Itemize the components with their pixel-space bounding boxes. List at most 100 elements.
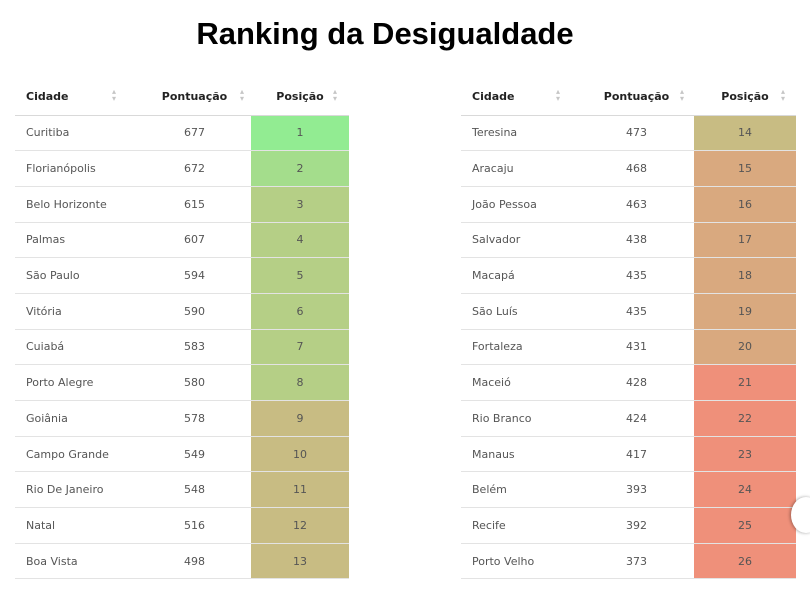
city-cell: Aracaju — [461, 150, 579, 187]
column-header-label: Pontuação — [161, 89, 228, 103]
table-row: Palmas 607 4 — [15, 222, 349, 259]
position-cell: 20 — [694, 329, 796, 366]
position-cell: 11 — [251, 471, 349, 509]
table-row: São Paulo 594 5 — [15, 257, 349, 294]
score-cell: 516 — [138, 507, 251, 544]
column-header-pontuacao[interactable]: Pontuação ▴ ▾ — [138, 78, 251, 116]
score-cell: 435 — [579, 257, 694, 294]
city-cell: São Luís — [461, 293, 579, 330]
city-cell: Campo Grande — [15, 436, 138, 473]
score-cell: 373 — [579, 543, 694, 580]
table-row: Macapá 435 18 — [461, 257, 796, 294]
score-cell: 468 — [579, 150, 694, 187]
score-cell: 424 — [579, 400, 694, 437]
score-cell: 549 — [138, 436, 251, 473]
score-cell: 607 — [138, 222, 251, 259]
city-cell: Palmas — [15, 222, 138, 259]
city-cell: São Paulo — [15, 257, 138, 294]
column-header-label: Posição — [276, 89, 324, 103]
table-body: Curitiba 677 1 Florianópolis 672 2 Belo Horizo… — [15, 115, 349, 580]
column-header-cidade[interactable]: Cidade ▴ ▾ — [15, 78, 138, 116]
score-cell: 590 — [138, 293, 251, 330]
position-cell: 25 — [694, 507, 796, 544]
score-cell: 417 — [579, 436, 694, 473]
city-cell: Rio Branco — [461, 400, 579, 437]
score-cell: 672 — [138, 150, 251, 187]
column-header-pontuacao[interactable]: Pontuação ▴ ▾ — [579, 78, 694, 116]
position-cell: 21 — [694, 364, 796, 401]
position-cell: 17 — [694, 222, 796, 259]
column-header-label: Cidade — [472, 89, 515, 103]
position-cell: 24 — [694, 471, 796, 509]
column-header-posicao[interactable]: Posição ▴ ▾ — [251, 78, 349, 116]
position-cell: 8 — [251, 364, 349, 401]
scroll-handle[interactable] — [791, 497, 810, 533]
sort-icon[interactable]: ▴ ▾ — [332, 87, 337, 103]
score-cell: 594 — [138, 257, 251, 294]
position-cell: 7 — [251, 329, 349, 366]
score-cell: 393 — [579, 471, 694, 509]
score-cell: 615 — [138, 186, 251, 223]
position-cell: 22 — [694, 400, 796, 437]
position-cell: 26 — [694, 543, 796, 580]
table-row: Porto Alegre 580 8 — [15, 364, 349, 401]
city-cell: Belém — [461, 471, 579, 509]
city-cell: Maceió — [461, 364, 579, 401]
sort-icon[interactable]: ▴ ▾ — [556, 87, 561, 103]
city-cell: Boa Vista — [15, 543, 138, 580]
table-row: Cuiabá 583 7 — [15, 329, 349, 366]
ranking-table-left: Cidade ▴ ▾ Pontuação ▴ ▾ Posição ▴ ▾ Curiti… — [15, 78, 349, 580]
city-cell: Salvador — [461, 222, 579, 259]
table-row: Boa Vista 498 13 — [15, 543, 349, 580]
city-cell: Rio De Janeiro — [15, 471, 138, 509]
score-cell: 498 — [138, 543, 251, 580]
city-cell: Fortaleza — [461, 329, 579, 366]
table-row: Aracaju 468 15 — [461, 150, 796, 187]
position-cell: 19 — [694, 293, 796, 330]
table-row: Belo Horizonte 615 3 — [15, 186, 349, 223]
position-cell: 23 — [694, 436, 796, 473]
column-header-cidade[interactable]: Cidade ▴ ▾ — [461, 78, 579, 116]
score-cell: 578 — [138, 400, 251, 437]
city-cell: Natal — [15, 507, 138, 544]
score-cell: 580 — [138, 364, 251, 401]
city-cell: Belo Horizonte — [15, 186, 138, 223]
table-row: Maceió 428 21 — [461, 364, 796, 401]
sort-icon[interactable]: ▴ ▾ — [112, 87, 117, 103]
table-header-row: Cidade ▴ ▾ Pontuação ▴ ▾ Posição ▴ ▾ — [15, 78, 349, 116]
table-row: Natal 516 12 — [15, 507, 349, 544]
city-cell: Goiânia — [15, 400, 138, 437]
sort-icon[interactable]: ▴ ▾ — [239, 87, 244, 103]
table-row: Teresina 473 14 — [461, 115, 796, 152]
position-cell: 5 — [251, 257, 349, 294]
position-cell: 2 — [251, 150, 349, 187]
score-cell: 435 — [579, 293, 694, 330]
city-cell: Manaus — [461, 436, 579, 473]
city-cell: Vitória — [15, 293, 138, 330]
column-header-label: Posição — [721, 89, 769, 103]
position-cell: 13 — [251, 543, 349, 580]
position-cell: 10 — [251, 436, 349, 473]
table-header-row: Cidade ▴ ▾ Pontuação ▴ ▾ Posição ▴ ▾ — [461, 78, 796, 116]
table-row: Florianópolis 672 2 — [15, 150, 349, 187]
score-cell: 392 — [579, 507, 694, 544]
sort-icon[interactable]: ▴ ▾ — [679, 87, 684, 103]
position-cell: 9 — [251, 400, 349, 437]
sort-icon[interactable]: ▴ ▾ — [780, 87, 785, 103]
position-cell: 3 — [251, 186, 349, 223]
score-cell: 473 — [579, 115, 694, 152]
city-cell: Recife — [461, 507, 579, 544]
city-cell: Porto Alegre — [15, 364, 138, 401]
city-cell: Cuiabá — [15, 329, 138, 366]
table-row: Manaus 417 23 — [461, 436, 796, 473]
table-row: Belém 393 24 — [461, 471, 796, 509]
table-row: Rio De Janeiro 548 11 — [15, 471, 349, 509]
table-row: Curitiba 677 1 — [15, 115, 349, 152]
score-cell: 583 — [138, 329, 251, 366]
column-header-posicao[interactable]: Posição ▴ ▾ — [694, 78, 796, 116]
position-cell: 16 — [694, 186, 796, 223]
score-cell: 677 — [138, 115, 251, 152]
column-header-label: Pontuação — [603, 89, 670, 103]
table-row: Rio Branco 424 22 — [461, 400, 796, 437]
city-cell: Teresina — [461, 115, 579, 152]
